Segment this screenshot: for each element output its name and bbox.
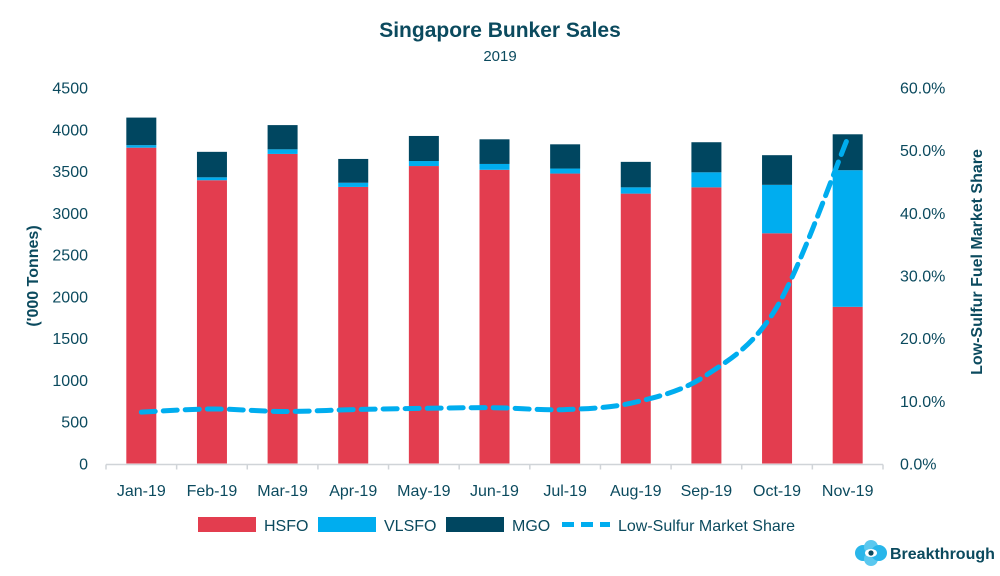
bar-vlsfo-may-19 — [408, 161, 439, 167]
bar-mgo-aug-19 — [620, 161, 651, 188]
legend-label: MGO — [512, 518, 550, 535]
x-tick-label: Jul-19 — [543, 483, 587, 500]
y-tick-label: 0 — [79, 457, 88, 474]
bar-hsfo-sep-19 — [691, 187, 722, 464]
bar-hsfo-jan-19 — [126, 147, 157, 464]
bar-hsfo-mar-19 — [267, 153, 298, 464]
bar-vlsfo-oct-19 — [762, 184, 793, 234]
bar-mgo-may-19 — [408, 135, 439, 162]
legend-swatch-hsfo — [198, 517, 256, 532]
y-tick-label: 3500 — [52, 164, 88, 181]
x-tick-label: Jun-19 — [470, 483, 519, 500]
y-tick-label: 2000 — [52, 289, 88, 306]
x-tick-label: Nov-19 — [822, 483, 874, 500]
legend-swatch-mgo — [446, 517, 504, 532]
bar-mgo-sep-19 — [691, 142, 722, 173]
x-tick-label: Sep-19 — [681, 483, 733, 500]
y-tick-label: 4000 — [52, 122, 88, 139]
bar-mgo-jul-19 — [550, 144, 581, 169]
x-tick-label: Aug-19 — [610, 483, 662, 500]
bar-vlsfo-jan-19 — [126, 145, 157, 148]
bar-hsfo-apr-19 — [338, 186, 369, 464]
bar-vlsfo-aug-19 — [620, 187, 651, 194]
bar-hsfo-may-19 — [408, 166, 439, 464]
bar-vlsfo-jun-19 — [479, 163, 510, 170]
bar-mgo-jan-19 — [126, 117, 157, 146]
bar-mgo-apr-19 — [338, 158, 369, 183]
bar-hsfo-aug-19 — [620, 193, 651, 464]
legend: HSFO VLSFO MGO Low-Sulfur Market Share — [198, 517, 795, 535]
bar-hsfo-jul-19 — [550, 173, 581, 464]
bar-hsfo-oct-19 — [762, 233, 793, 464]
bar-vlsfo-apr-19 — [338, 182, 369, 187]
bar-mgo-jun-19 — [479, 139, 510, 164]
legend-label: HSFO — [264, 518, 308, 535]
y2-tick-label: 50.0% — [900, 143, 945, 160]
bar-mgo-mar-19 — [267, 125, 298, 150]
y-tick-label: 2500 — [52, 248, 88, 265]
bar-vlsfo-sep-19 — [691, 172, 722, 188]
bar-vlsfo-nov-19 — [832, 170, 863, 307]
chart-subtitle: 2019 — [483, 48, 516, 65]
y2-tick-label: 60.0% — [900, 81, 945, 98]
bar-vlsfo-mar-19 — [267, 149, 298, 154]
y2-tick-label: 10.0% — [900, 394, 945, 411]
bar-hsfo-nov-19 — [832, 306, 863, 464]
bar-mgo-oct-19 — [762, 155, 793, 185]
chart-title: Singapore Bunker Sales — [379, 19, 621, 42]
x-tick-label: Oct-19 — [753, 483, 801, 500]
legend-label: Low-Sulfur Market Share — [618, 518, 795, 535]
y2-axis-label: Low-Sulfur Fuel Market Share — [969, 149, 986, 375]
bar-hsfo-feb-19 — [196, 180, 227, 464]
logo-text: Breakthrough — [890, 546, 995, 563]
bar-vlsfo-jul-19 — [550, 168, 581, 174]
bar-vlsfo-feb-19 — [196, 177, 227, 181]
bar-mgo-feb-19 — [196, 151, 227, 178]
breakthrough-logo: Breakthrough — [855, 540, 995, 566]
y-tick-label: 3000 — [52, 206, 88, 223]
line-low-sulfur-market-share — [138, 135, 851, 415]
y-tick-label: 1500 — [52, 331, 88, 348]
y-tick-label: 500 — [61, 415, 88, 432]
x-tick-label: Mar-19 — [257, 483, 308, 500]
y-axis-label: ('000 Tonnes) — [25, 225, 42, 326]
y2-tick-label: 40.0% — [900, 206, 945, 223]
legend-label: VLSFO — [384, 518, 436, 535]
y2-tick-label: 20.0% — [900, 331, 945, 348]
bar-hsfo-jun-19 — [479, 169, 510, 464]
x-tick-label: Feb-19 — [187, 483, 238, 500]
y-tick-label: 1000 — [52, 373, 88, 390]
x-tick-label: May-19 — [397, 483, 450, 500]
legend-swatch-vlsfo — [318, 517, 376, 532]
x-tick-label: Apr-19 — [329, 483, 377, 500]
y-tick-label: 4500 — [52, 81, 88, 98]
y2-tick-label: 30.0% — [900, 269, 945, 286]
y2-tick-label: 0.0% — [900, 457, 936, 474]
x-tick-label: Jan-19 — [117, 483, 166, 500]
